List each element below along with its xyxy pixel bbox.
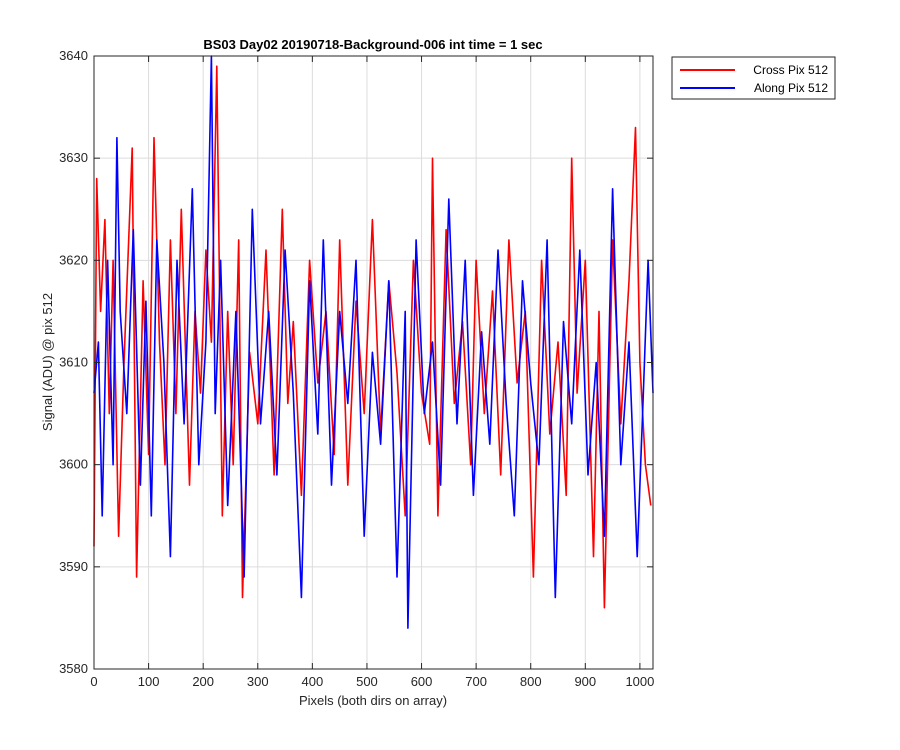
series-line-along bbox=[93, 55, 654, 629]
y-axis-label: Signal (ADU) @ pix 512 bbox=[40, 293, 55, 431]
x-tick-label: 100 bbox=[138, 674, 160, 689]
x-tick-label: 200 bbox=[192, 674, 214, 689]
x-tick-label: 800 bbox=[520, 674, 542, 689]
x-axis-label: Pixels (both dirs on array) bbox=[299, 693, 447, 708]
y-tick-label: 3610 bbox=[59, 355, 88, 370]
chart-title: BS03 Day02 20190718-Background-006 int t… bbox=[203, 37, 542, 52]
x-tick-label: 900 bbox=[574, 674, 596, 689]
axis-ticks: 0 100 200 300 400 500 600 700 800 900 1000 3580 3590… bbox=[59, 48, 654, 689]
y-tick-label: 3620 bbox=[59, 252, 88, 267]
legend-label-cross: Cross Pix 512 bbox=[753, 63, 828, 77]
y-tick-label: 3630 bbox=[59, 150, 88, 165]
x-tick-label: 300 bbox=[247, 674, 269, 689]
legend-label-along: Along Pix 512 bbox=[754, 81, 828, 95]
x-tick-label: 0 bbox=[90, 674, 97, 689]
legend: Cross Pix 512 Along Pix 512 bbox=[671, 56, 836, 100]
x-tick-label: 700 bbox=[465, 674, 487, 689]
y-tick-label: 3640 bbox=[59, 48, 88, 63]
y-tick-label: 3590 bbox=[59, 559, 88, 574]
x-tick-label: 500 bbox=[356, 674, 378, 689]
y-tick-label: 3600 bbox=[59, 457, 88, 472]
series-layer bbox=[93, 55, 654, 629]
x-tick-label: 400 bbox=[302, 674, 324, 689]
x-tick-label: 1000 bbox=[625, 674, 654, 689]
legend-box bbox=[671, 56, 836, 100]
x-tick-label: 600 bbox=[411, 674, 433, 689]
y-tick-label: 3580 bbox=[59, 661, 88, 676]
